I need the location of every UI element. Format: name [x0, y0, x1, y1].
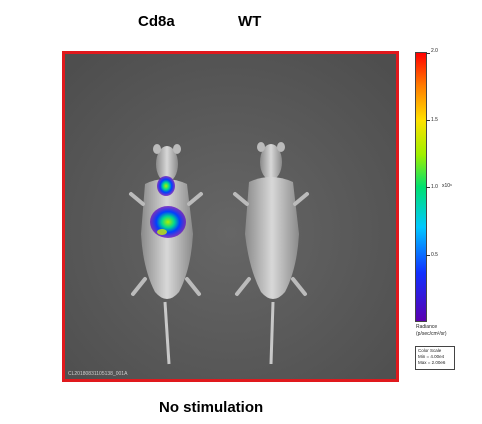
colorbar-tick: [426, 120, 430, 121]
cd8a-mouse: [129, 144, 203, 365]
caption: No stimulation: [159, 399, 264, 416]
colorbar-exponent: x10⁶: [442, 183, 453, 189]
mouse-imaging-scene: [65, 54, 396, 379]
radiance-units: (p/sec/cm²/sr): [416, 331, 447, 337]
imaging-frame: CL20180831105138_001A: [62, 51, 399, 382]
radiance-title: Radiance: [416, 324, 438, 330]
scale-max: Max = 2.00e6: [418, 360, 446, 365]
colorbar-tick: [426, 187, 430, 188]
colorbar-units: Radiance (p/sec/cm²/sr): [416, 324, 447, 338]
colorbar-tick-label: 2.0: [431, 48, 438, 54]
wt-mouse: [233, 142, 309, 365]
image-id: CL20180831105138_001A: [68, 371, 128, 377]
scale-title: Color Scale: [418, 348, 442, 353]
colorbar-tick-label: 1.5: [431, 117, 438, 123]
cd8a-label: Cd8a: [138, 13, 175, 30]
colorbar-tick: [426, 53, 430, 54]
colorbar-tick: [426, 255, 430, 256]
colorbar-tick-label: 0.5: [431, 252, 438, 258]
wt-label: WT: [238, 13, 262, 30]
scale-min: Min = 4.00e4: [418, 354, 445, 359]
colorbar-tick-label: 1.0: [431, 184, 438, 190]
color-scale-box: Color Scale Min = 4.00e4 Max = 2.00e6: [415, 346, 455, 370]
